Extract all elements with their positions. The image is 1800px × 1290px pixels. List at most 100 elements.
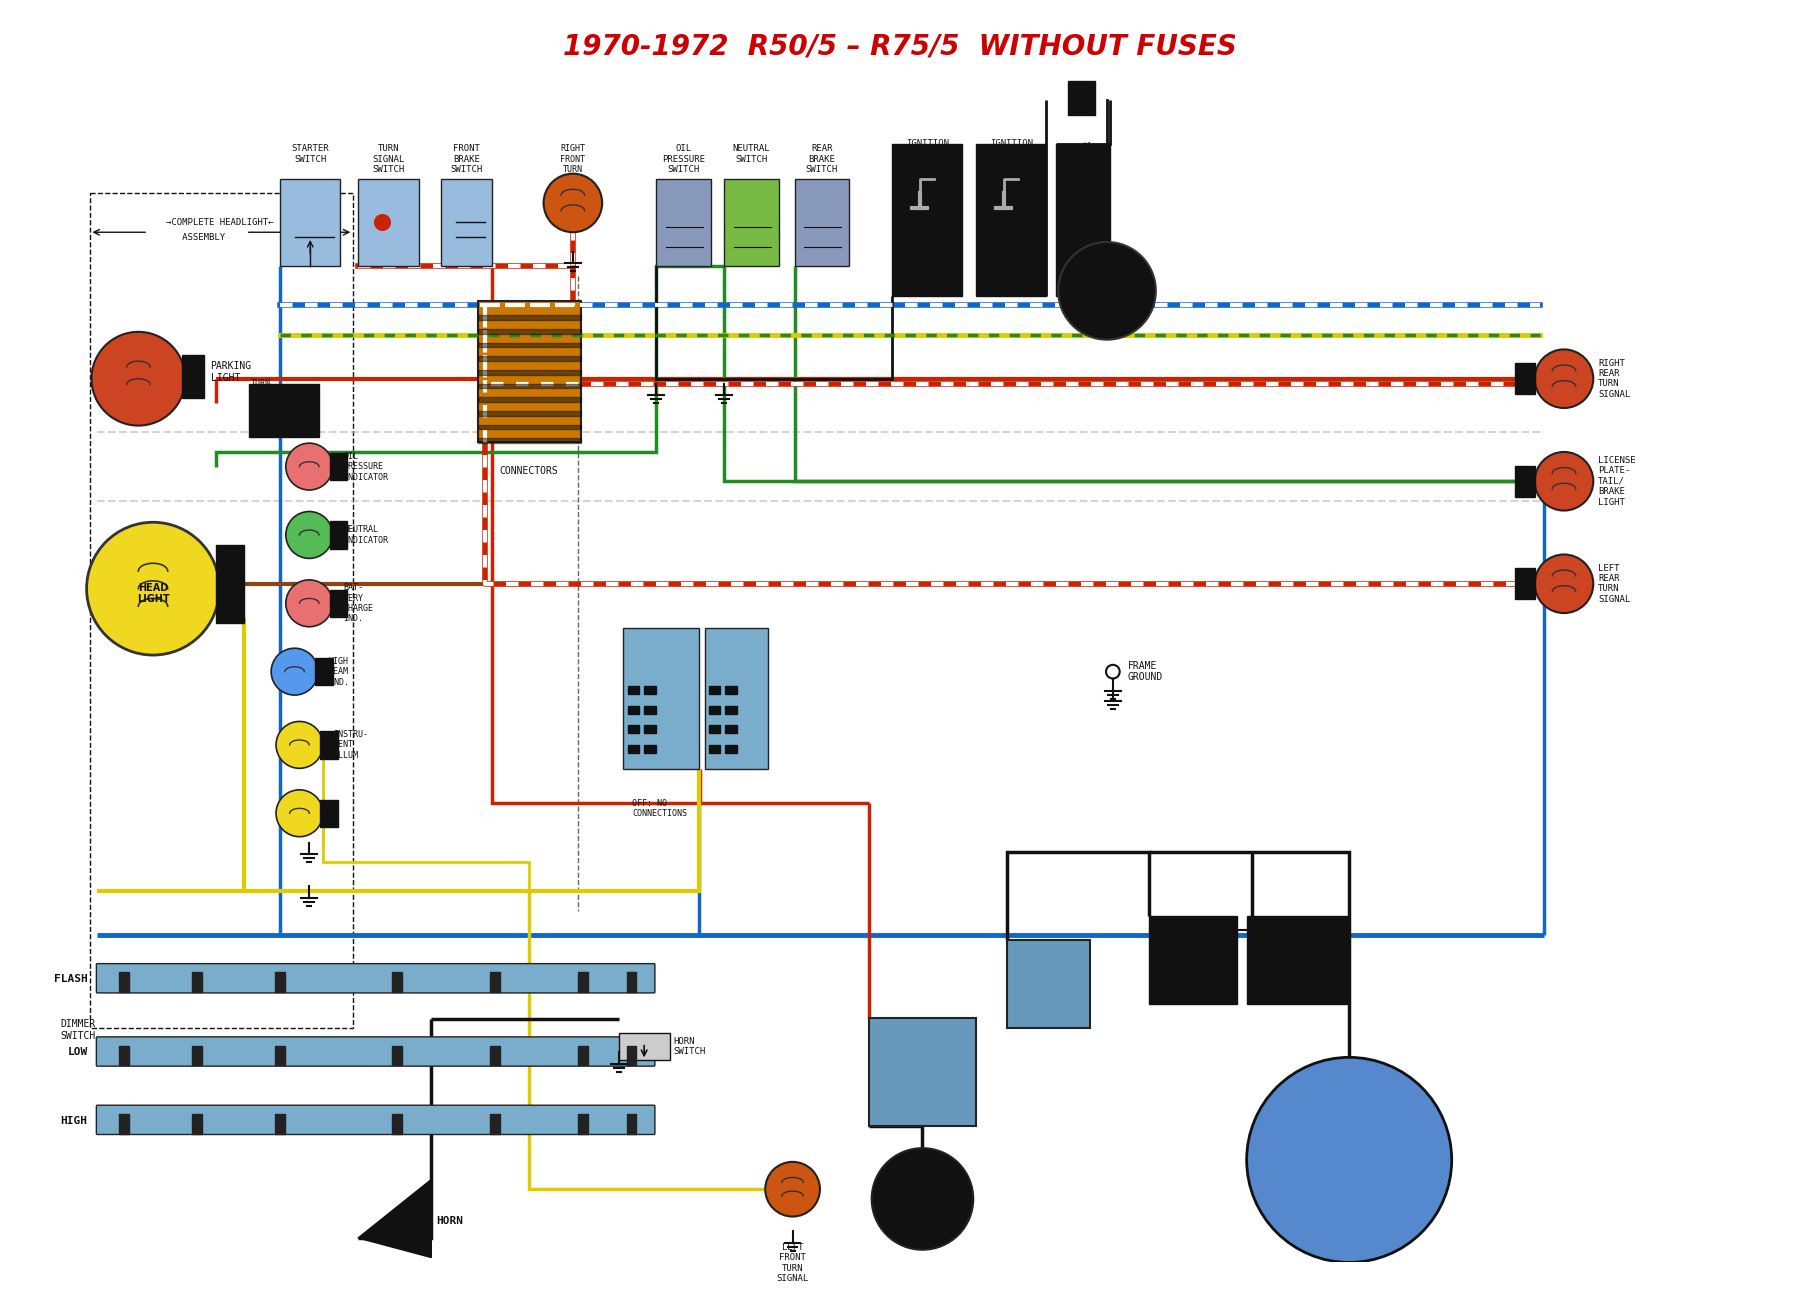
Bar (479, 383, 581, 388)
Text: +: + (886, 1091, 902, 1111)
Bar (275, 982, 284, 992)
Bar (275, 1115, 284, 1124)
Circle shape (286, 512, 333, 559)
Bar (479, 301, 581, 442)
Text: LEFT
REAR
TURN
SIGNAL: LEFT REAR TURN SIGNAL (1598, 564, 1631, 604)
Bar (725, 725, 736, 733)
Text: LICENSE
PLATE-
TAIL/
BRAKE
LIGHT: LICENSE PLATE- TAIL/ BRAKE LIGHT (1598, 455, 1636, 507)
Bar (1516, 362, 1535, 395)
Bar (479, 343, 581, 347)
Text: ALTERNATOR: ALTERNATOR (1312, 1153, 1386, 1166)
Bar (193, 1115, 202, 1124)
Bar (119, 1046, 128, 1055)
Text: TURN
SIGNAL
RELAY: TURN SIGNAL RELAY (250, 379, 281, 409)
Circle shape (286, 444, 333, 490)
Text: BATTERY: BATTERY (898, 1033, 947, 1042)
Bar (794, 178, 850, 267)
FancyBboxPatch shape (97, 1037, 655, 1066)
Bar (119, 1124, 128, 1134)
Text: ASSEMBLY: ASSEMBLY (166, 233, 225, 243)
Bar (976, 144, 1046, 295)
Bar (193, 973, 202, 982)
Bar (1516, 568, 1535, 600)
Bar (626, 973, 637, 982)
Circle shape (275, 789, 322, 837)
Bar (578, 1124, 587, 1134)
Text: CONTACT
BREAKER: CONTACT BREAKER (1089, 279, 1125, 298)
Circle shape (86, 522, 220, 655)
Bar (479, 397, 581, 402)
Bar (182, 355, 203, 399)
Bar (248, 383, 319, 437)
Bar (628, 725, 639, 733)
Bar (275, 1055, 284, 1066)
Circle shape (1535, 350, 1593, 408)
Text: STARTER
RELAY: STARTER RELAY (1028, 939, 1069, 961)
Bar (655, 178, 711, 267)
Text: INSTRU-
MENT
ILLUM: INSTRU- MENT ILLUM (333, 730, 369, 760)
Bar (216, 544, 243, 623)
Bar (893, 144, 963, 295)
Bar (479, 356, 581, 361)
Text: HEAD
LIGHT: HEAD LIGHT (137, 583, 169, 604)
Bar (193, 1055, 202, 1066)
Text: FRAME
GROUND: FRAME GROUND (1127, 660, 1163, 682)
Circle shape (871, 1148, 974, 1250)
Bar (320, 800, 338, 827)
Circle shape (92, 332, 185, 426)
Bar (479, 424, 581, 430)
Bar (628, 744, 639, 752)
Text: PARKING
LIGHT: PARKING LIGHT (211, 361, 252, 383)
Text: RIGHT
REAR
TURN
SIGNAL: RIGHT REAR TURN SIGNAL (1598, 359, 1631, 399)
Bar (479, 370, 581, 375)
Text: STARTER
MOTOR: STARTER MOTOR (902, 1188, 943, 1210)
Bar (479, 329, 581, 334)
Circle shape (1058, 243, 1156, 339)
Bar (644, 744, 655, 752)
Bar (623, 628, 698, 769)
Text: FRONT
BRAKE
SWITCH: FRONT BRAKE SWITCH (450, 144, 482, 174)
Text: OFF: NO
CONNECTIONS: OFF: NO CONNECTIONS (632, 799, 688, 818)
Text: −: − (934, 1044, 950, 1062)
Text: CONNECTORS: CONNECTORS (500, 467, 558, 476)
Bar (1148, 916, 1237, 1004)
Bar (392, 1124, 401, 1134)
Text: DIMMER
SWITCH: DIMMER SWITCH (59, 1019, 95, 1041)
Bar (709, 706, 720, 713)
Text: RIGHT
FRONT
TURN
SIGNAL: RIGHT FRONT TURN SIGNAL (558, 144, 589, 184)
Text: OIL
PRESSURE
SWITCH: OIL PRESSURE SWITCH (662, 144, 706, 174)
Bar (275, 1124, 284, 1134)
Bar (709, 686, 720, 694)
Text: LEFT
FRONT
TURN
SIGNAL: LEFT FRONT TURN SIGNAL (776, 1242, 808, 1284)
Bar (479, 412, 581, 415)
Bar (619, 1033, 670, 1060)
Text: PARK: PARK (648, 642, 673, 653)
Bar (626, 1124, 637, 1134)
Bar (441, 178, 491, 267)
Bar (281, 178, 340, 267)
Text: CON-
DENSER: CON- DENSER (1073, 139, 1093, 172)
Polygon shape (358, 1179, 432, 1258)
Bar (709, 725, 720, 733)
Bar (490, 973, 500, 982)
Bar (869, 1018, 976, 1126)
Bar (628, 706, 639, 713)
Bar (725, 744, 736, 752)
Bar (725, 706, 736, 713)
Bar (392, 1046, 401, 1055)
Text: STARTER
SWITCH: STARTER SWITCH (292, 144, 329, 164)
Text: HORN
SWITCH: HORN SWITCH (673, 1037, 706, 1057)
Bar (193, 982, 202, 992)
Text: VOLTAGE
REGULATOR: VOLTAGE REGULATOR (1271, 911, 1323, 933)
Bar (644, 725, 655, 733)
Bar (578, 1046, 587, 1055)
Bar (490, 1124, 500, 1134)
Bar (392, 1055, 401, 1066)
Bar (1247, 916, 1350, 1004)
Circle shape (544, 174, 603, 232)
Bar (626, 1046, 637, 1055)
Text: IGNITION
COIL: IGNITION COIL (990, 139, 1033, 159)
Text: RECTIFIER: RECTIFIER (1166, 911, 1219, 921)
Bar (490, 1115, 500, 1124)
Bar (329, 521, 347, 548)
